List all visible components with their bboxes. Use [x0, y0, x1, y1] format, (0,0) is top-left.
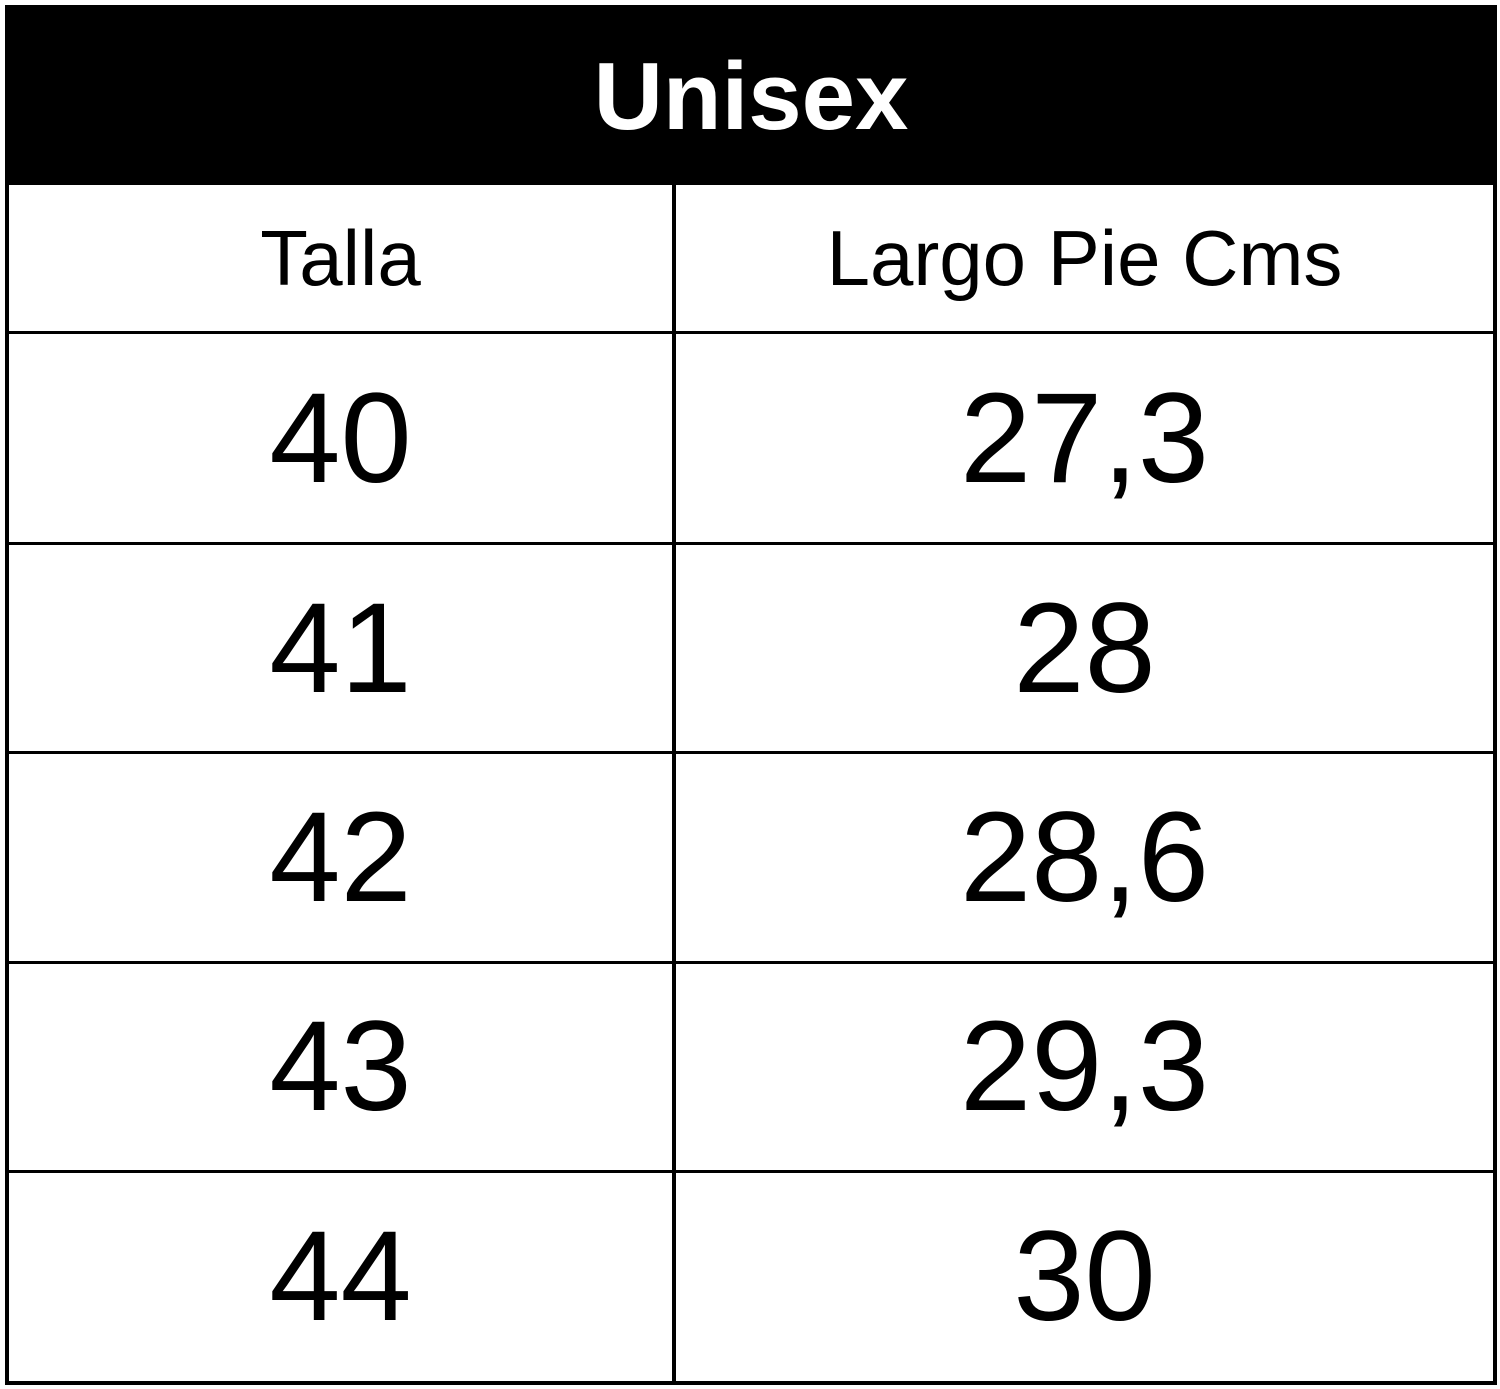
size-table: Unisex Talla Largo Pie Cms 40 27,3 41 28 42 28,… [5, 5, 1497, 1385]
column-header: Largo Pie Cms [826, 213, 1343, 302]
table-cell: 43 [269, 995, 412, 1139]
table-cell: 27,3 [959, 367, 1210, 511]
row-divider [9, 331, 1493, 334]
table-cell: 41 [269, 576, 412, 720]
row-divider [9, 751, 1493, 755]
row-divider [9, 1170, 1493, 1174]
table-cell: 29,3 [959, 995, 1210, 1139]
table-cell: 30 [1013, 1204, 1156, 1348]
table-cell: 44 [269, 1204, 412, 1348]
column-header: Talla [260, 213, 421, 302]
table-cell: 42 [269, 785, 412, 929]
column-divider [672, 185, 676, 1381]
table-title: Unisex [9, 9, 1493, 185]
row-divider [9, 541, 1493, 545]
table-cell: 28,6 [959, 785, 1210, 929]
table-cell: 40 [269, 367, 412, 511]
table-cell: 28 [1013, 576, 1156, 720]
row-divider [9, 960, 1493, 964]
